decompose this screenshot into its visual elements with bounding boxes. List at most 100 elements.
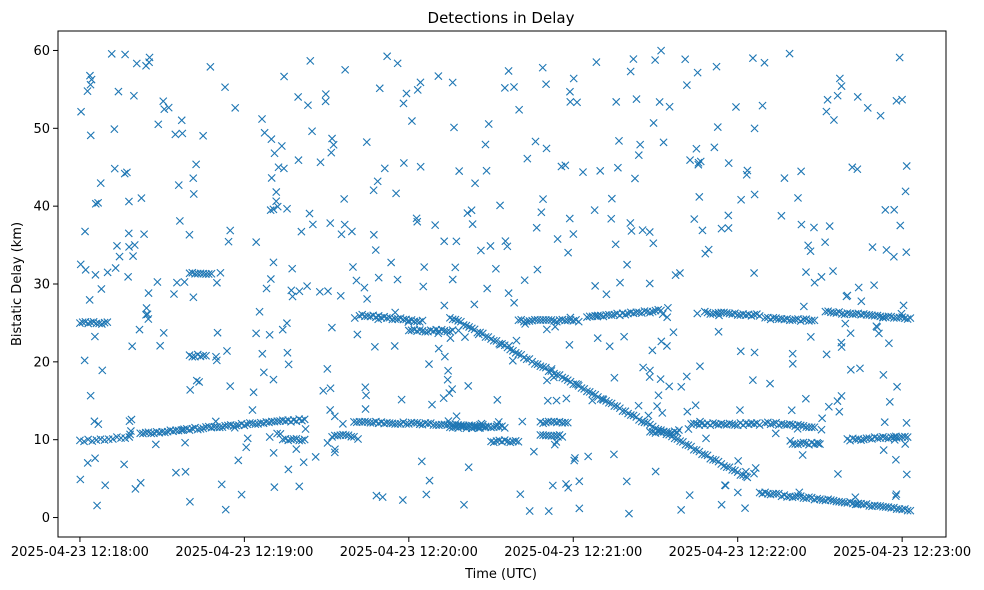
data-point-marker	[363, 294, 372, 303]
data-point-marker	[77, 107, 86, 116]
data-point-marker	[632, 95, 641, 104]
data-point-marker	[591, 281, 600, 290]
data-point-marker	[393, 275, 402, 284]
data-point-marker	[398, 496, 407, 505]
data-point-marker	[192, 160, 201, 169]
data-point-marker	[793, 193, 802, 202]
data-point-marker	[626, 411, 635, 420]
data-point-marker	[566, 313, 575, 322]
data-point-marker	[797, 167, 806, 176]
data-point-marker	[428, 400, 436, 409]
data-point-marker	[348, 262, 357, 271]
data-point-marker	[186, 385, 195, 394]
data-point-marker	[573, 380, 582, 389]
data-point-marker	[891, 432, 900, 441]
data-point-marker	[570, 456, 579, 465]
data-point-marker	[863, 103, 872, 112]
data-point-marker	[336, 291, 345, 300]
data-point-marker	[294, 92, 303, 101]
data-point-marker	[124, 229, 133, 238]
data-point-marker	[128, 342, 137, 351]
data-point-marker	[575, 477, 584, 486]
data-point-marker	[434, 72, 443, 81]
data-point-marker	[653, 402, 662, 411]
data-point-marker	[693, 309, 702, 318]
data-point-marker	[360, 283, 369, 292]
data-point-marker	[415, 326, 424, 335]
x-tick-label: 2025-04-23 12:23:00	[833, 545, 971, 560]
data-point-marker	[885, 397, 894, 406]
data-point-marker	[537, 208, 546, 217]
data-point-marker	[901, 439, 910, 448]
data-point-marker	[196, 424, 205, 433]
data-point-marker	[771, 429, 780, 438]
data-point-marker	[622, 477, 631, 486]
data-point-marker	[741, 504, 750, 513]
data-point-marker	[425, 360, 433, 369]
data-point-marker	[463, 209, 472, 218]
data-point-marker	[671, 271, 680, 280]
data-point-marker	[501, 237, 510, 246]
data-point-marker	[654, 391, 663, 400]
data-point-marker	[735, 406, 744, 415]
data-point-marker	[327, 323, 336, 332]
data-point-marker	[181, 438, 190, 447]
data-point-marker	[659, 138, 668, 147]
data-point-marker	[87, 75, 96, 84]
data-point-marker	[829, 115, 838, 124]
data-point-marker	[644, 411, 653, 420]
data-point-marker	[224, 237, 233, 246]
data-point-marker	[751, 463, 760, 472]
data-point-marker	[171, 468, 180, 477]
data-point-marker	[404, 317, 413, 326]
data-point-marker	[451, 315, 460, 324]
data-point-marker	[657, 46, 666, 55]
data-point-marker	[902, 248, 911, 257]
data-point-marker	[743, 473, 752, 482]
data-point-marker	[316, 158, 325, 167]
data-point-marker	[609, 450, 618, 459]
data-point-marker	[846, 365, 855, 374]
data-point-marker	[706, 454, 715, 463]
data-point-marker	[621, 310, 630, 319]
data-point-marker	[818, 414, 827, 423]
data-point-marker	[86, 131, 95, 140]
data-point-marker	[327, 148, 336, 157]
data-point-marker	[481, 140, 490, 149]
data-point-marker	[489, 336, 498, 345]
data-point-marker	[189, 189, 198, 198]
data-point-marker	[538, 63, 547, 72]
data-point-marker	[693, 68, 702, 77]
data-point-marker	[448, 275, 457, 284]
data-point-marker	[906, 314, 915, 323]
data-point-marker	[413, 85, 422, 94]
data-point-marker	[373, 177, 382, 186]
data-point-marker	[486, 241, 495, 250]
data-point-marker	[879, 313, 888, 322]
x-tick-label: 2025-04-23 12:22:00	[669, 545, 807, 560]
data-point-marker	[539, 195, 548, 204]
data-point-marker	[347, 227, 356, 236]
data-point-marker	[338, 419, 347, 428]
data-point-marker	[454, 316, 463, 325]
data-point-marker	[623, 260, 632, 269]
data-point-marker	[188, 352, 197, 361]
data-point-marker	[698, 226, 707, 235]
data-point-marker	[86, 80, 95, 89]
data-point-marker	[445, 313, 454, 322]
data-point-marker	[81, 227, 90, 236]
data-point-marker	[787, 406, 796, 415]
data-point-marker	[640, 418, 649, 427]
data-point-marker	[518, 417, 527, 426]
data-point-marker	[891, 455, 900, 464]
data-point-marker	[311, 452, 320, 461]
data-point-marker	[898, 95, 907, 104]
data-point-marker	[855, 364, 864, 373]
x-tick-label: 2025-04-23 12:18:00	[11, 545, 149, 560]
data-point-marker	[237, 490, 246, 499]
data-point-marker	[841, 319, 850, 328]
data-point-marker	[280, 72, 289, 81]
data-point-marker	[470, 300, 479, 309]
x-tick-label: 2025-04-23 12:20:00	[340, 545, 478, 560]
data-point-marker	[413, 217, 422, 226]
